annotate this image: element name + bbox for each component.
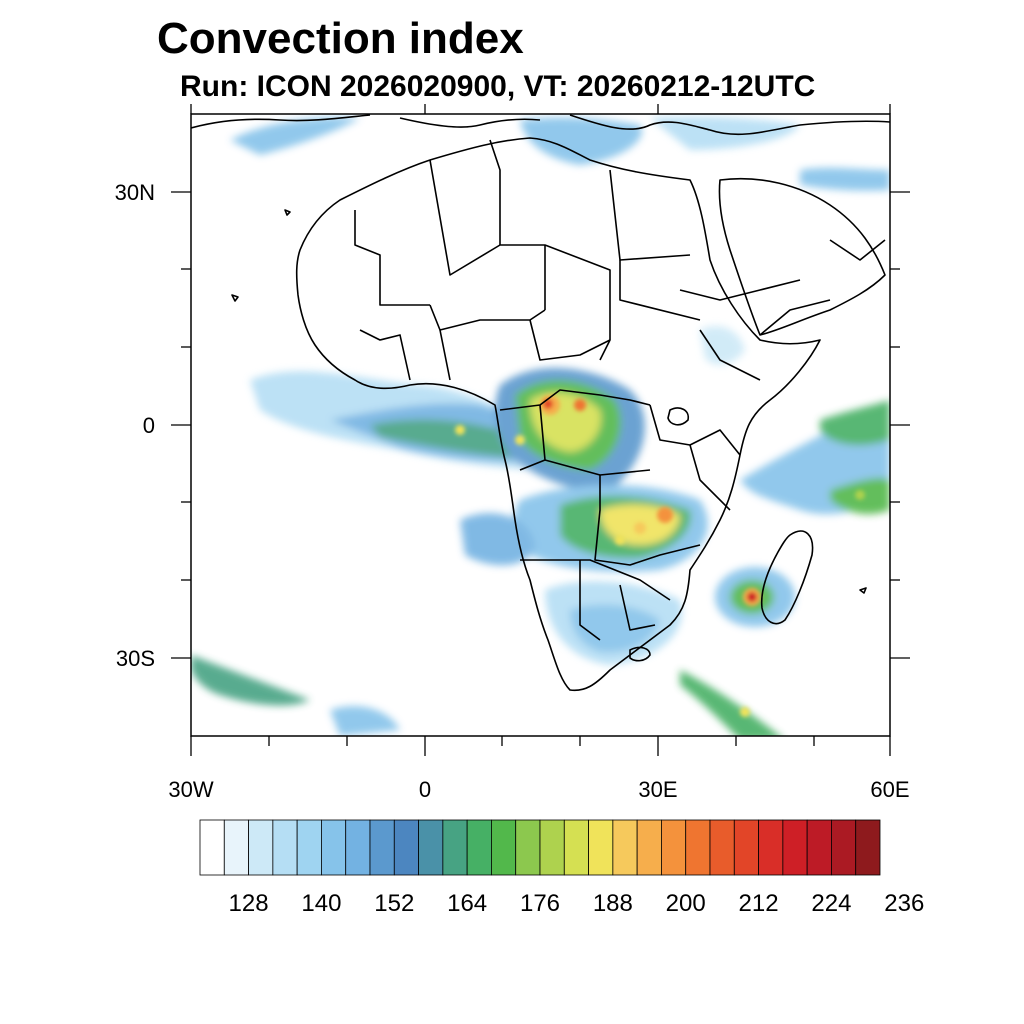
colorbar-label: 212	[739, 890, 779, 917]
colorbar-swatch	[393, 819, 419, 876]
colorbar-swatch	[588, 819, 614, 876]
chart-title: Convection index	[157, 14, 524, 63]
colorbar-swatch	[345, 819, 371, 876]
colorbar-swatch	[855, 819, 881, 876]
lon-label-60e: 60E	[870, 777, 909, 802]
colorbar	[199, 819, 881, 876]
colorbar-label: 200	[666, 890, 706, 917]
colorbar-swatch	[539, 819, 565, 876]
colorbar-swatch	[369, 819, 395, 876]
colorbar-swatch	[418, 819, 444, 876]
colorbar-swatch	[612, 819, 638, 876]
colorbar-swatch	[782, 819, 808, 876]
colorbar-labels: 128 140 152 164 176 188 200 212 224 236	[229, 890, 925, 917]
lat-label-30n: 30N	[115, 180, 155, 205]
colorbar-swatch	[709, 819, 735, 876]
colorbar-swatch	[831, 819, 857, 876]
colorbar-label: 128	[229, 890, 269, 917]
lat-label-30s: 30S	[116, 646, 155, 671]
colorbar-swatch	[685, 819, 711, 876]
colorbar-swatch	[296, 819, 322, 876]
colorbar-swatch	[199, 819, 225, 876]
colorbar-swatch	[442, 819, 468, 876]
colorbar-swatch	[248, 819, 274, 876]
colorbar-swatch	[806, 819, 832, 876]
axis-ticks	[171, 104, 910, 756]
colorbar-label: 164	[447, 890, 487, 917]
colorbar-swatch	[223, 819, 249, 876]
lat-label-0: 0	[143, 413, 155, 438]
colorbar-swatch	[491, 819, 517, 876]
colorbar-label: 140	[301, 890, 341, 917]
lon-labels: 30W 0 30E 60E	[168, 777, 909, 802]
colorbar-swatch	[733, 819, 759, 876]
colorbar-label: 224	[811, 890, 851, 917]
colorbar-swatch	[466, 819, 492, 876]
colorbar-swatch	[272, 819, 298, 876]
colorbar-label: 176	[520, 890, 560, 917]
colorbar-swatch	[515, 819, 541, 876]
colorbar-label: 236	[884, 890, 924, 917]
colorbar-swatch	[636, 819, 662, 876]
lat-labels: 30N 0 30S	[115, 180, 155, 671]
lon-label-30e: 30E	[638, 777, 677, 802]
colorbar-swatch	[661, 819, 687, 876]
lon-label-30w: 30W	[168, 777, 213, 802]
lon-label-0: 0	[419, 777, 431, 802]
colorbar-swatch	[563, 819, 589, 876]
colorbar-label: 152	[374, 890, 414, 917]
colorbar-swatch	[321, 819, 347, 876]
coastlines	[191, 114, 890, 692]
convection-field	[191, 116, 890, 736]
chart-subtitle: Run: ICON 2026020900, VT: 20260212-12UTC	[180, 70, 816, 103]
colorbar-label: 188	[593, 890, 633, 917]
colorbar-swatch	[758, 819, 784, 876]
